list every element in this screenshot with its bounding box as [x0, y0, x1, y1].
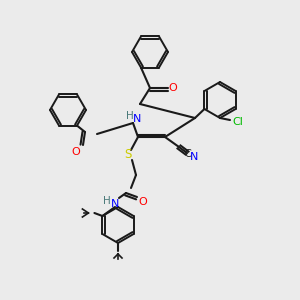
Text: N: N [133, 114, 141, 124]
Text: N: N [111, 199, 119, 209]
Text: O: O [169, 83, 177, 93]
Text: O: O [72, 147, 80, 157]
Text: C: C [184, 149, 191, 159]
Text: N: N [190, 152, 198, 162]
Text: S: S [124, 148, 132, 161]
Text: H: H [126, 111, 134, 121]
Text: Cl: Cl [232, 117, 243, 127]
Text: O: O [139, 197, 147, 207]
Text: H: H [103, 196, 111, 206]
